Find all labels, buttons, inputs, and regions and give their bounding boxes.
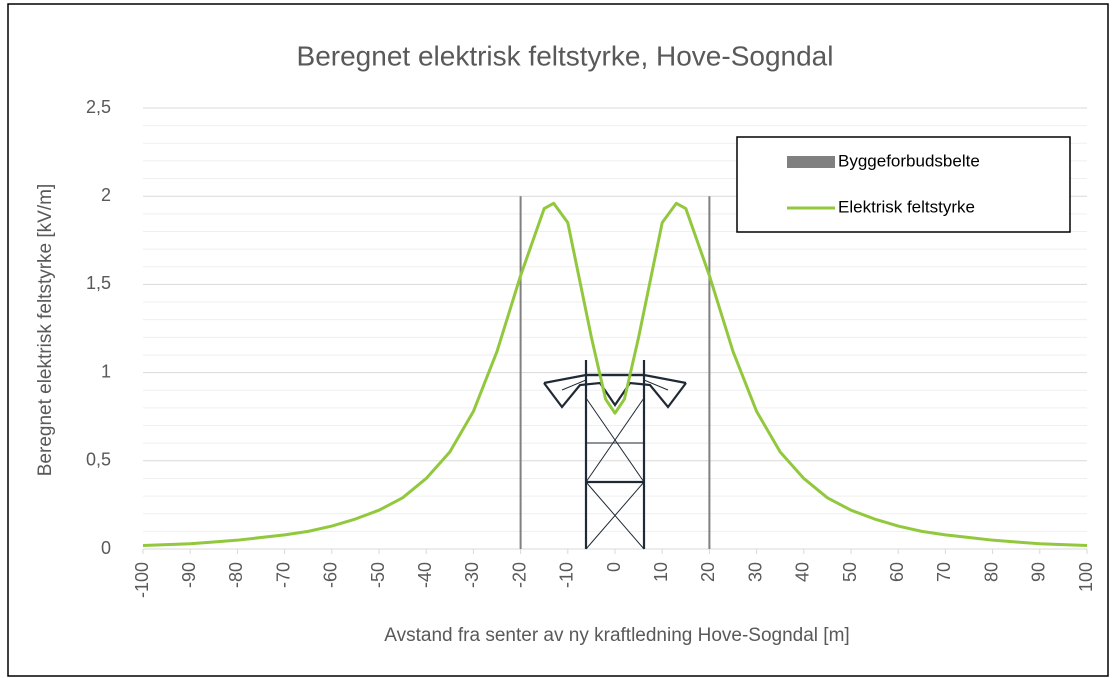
x-tick-label: 70 — [934, 562, 954, 582]
y-tick-label: 2,5 — [86, 97, 111, 117]
x-tick-label: -60 — [321, 562, 341, 588]
y-tick-label: 0 — [101, 538, 111, 558]
legend-label: Byggeforbudsbelte — [838, 151, 980, 170]
chart-frame — [7, 3, 1109, 677]
x-tick-label: 100 — [1076, 562, 1096, 592]
y-tick-label: 1 — [101, 361, 111, 381]
x-tick-label: 80 — [981, 562, 1001, 582]
y-tick-label: 2 — [101, 185, 111, 205]
y-tick-label: 0,5 — [86, 450, 111, 470]
x-tick-label: 20 — [698, 562, 718, 582]
tower-icon — [543, 360, 687, 550]
x-tick-label: -90 — [179, 562, 199, 588]
x-tick-label: -40 — [415, 562, 435, 588]
x-tick-label: -20 — [509, 562, 529, 588]
x-tick-label: 60 — [887, 562, 907, 582]
x-tick-label: 30 — [745, 562, 765, 582]
y-tick-label: 1,5 — [86, 273, 111, 293]
x-tick-label: -30 — [462, 562, 482, 588]
x-tick-label: -100 — [132, 562, 152, 598]
x-tick-label: 40 — [793, 562, 813, 582]
field-line — [142, 201, 1088, 547]
x-tick-label: 0 — [604, 562, 624, 572]
x-tick-label: -80 — [226, 562, 246, 588]
legend-label: Elektrisk feltstyrke — [838, 197, 975, 216]
y-axis-label: Beregnet elektrisk feltstyrke [kV/m] — [35, 184, 56, 477]
x-tick-label: -70 — [273, 562, 293, 588]
x-axis-label: Avstand fra senter av ny kraftledning Ho… — [384, 625, 849, 646]
x-tick-label: 90 — [1029, 562, 1049, 582]
x-tick-label: -50 — [368, 562, 388, 588]
x-tick-label: 50 — [840, 562, 860, 582]
chart-title: Beregnet elektrisk feltstyrke, Hove-Sogn… — [297, 40, 834, 71]
x-tick-label: 10 — [651, 562, 671, 582]
x-tick-label: -10 — [557, 562, 577, 588]
legend-swatch — [787, 156, 835, 168]
legend-box — [736, 136, 1071, 233]
